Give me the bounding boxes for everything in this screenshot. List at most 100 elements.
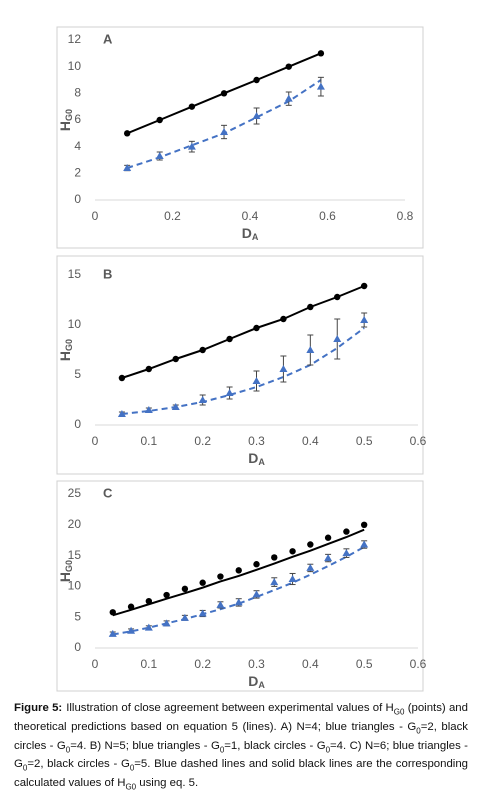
point (334, 293, 341, 301)
point (360, 521, 368, 528)
point (198, 609, 207, 617)
x-tick-label: 0.5 (356, 434, 373, 448)
y-tick-label: 0 (74, 192, 81, 206)
point (252, 590, 261, 598)
panel-frame (56, 255, 424, 475)
y-title-main: H (57, 351, 73, 361)
point (306, 346, 315, 353)
point (316, 82, 325, 90)
point (253, 76, 260, 84)
point (285, 63, 292, 70)
caption-subscript: G0 (125, 782, 137, 792)
caption-subscript: 0 (219, 744, 225, 754)
caption-text: =2, black circles - G (27, 758, 130, 771)
y-tick-label: 10 (68, 317, 82, 331)
point (360, 316, 369, 323)
y-title-sub: G0 (64, 339, 74, 351)
point (145, 597, 153, 605)
point (198, 396, 207, 403)
y-tick-label: 12 (68, 32, 82, 46)
y-tick-label: 15 (68, 548, 82, 562)
panel-frame (56, 26, 424, 249)
point (163, 591, 170, 599)
point (288, 575, 297, 583)
point (172, 355, 179, 363)
x-tick-label: 0.3 (248, 657, 265, 671)
caption-subscript: 0 (325, 744, 331, 754)
x-tick-label: 0.6 (410, 434, 427, 448)
y-tick-label: 0 (74, 417, 81, 431)
x-tick-label: 0.4 (302, 657, 319, 671)
caption-text: =5. Blue dashed lines and solid black li… (14, 758, 468, 790)
y-tick-label: 8 (74, 86, 81, 100)
x-tick-label: 0.8 (397, 209, 414, 223)
point (181, 585, 189, 593)
x-tick-label: 0.2 (194, 657, 211, 671)
point (306, 563, 315, 571)
point (253, 324, 260, 332)
x-axis-title: DA (248, 673, 265, 691)
x-axis-title: DA (248, 450, 265, 468)
point (199, 579, 206, 586)
x-tick-label: 0.6 (410, 657, 427, 671)
point (123, 130, 131, 137)
point (252, 112, 261, 119)
point (156, 116, 163, 124)
point (234, 598, 243, 606)
point (188, 103, 196, 110)
point (108, 629, 117, 637)
fit-line (121, 285, 365, 379)
y-tick-label: 5 (74, 367, 81, 381)
y-tick-label: 25 (68, 486, 82, 500)
y-tick-label: 0 (74, 640, 81, 654)
x-title-main: D (248, 673, 258, 689)
point (144, 623, 153, 631)
x-title-main: D (242, 225, 252, 241)
y-tick-label: 5 (74, 609, 81, 623)
point (225, 389, 234, 396)
panel-letter: B (103, 266, 112, 281)
point (324, 554, 333, 562)
y-tick-label: 6 (74, 112, 81, 126)
y-axis-title: HG0 (57, 560, 75, 582)
point (279, 365, 288, 372)
caption-subscript: 0 (65, 744, 71, 754)
point (144, 406, 153, 413)
point (360, 282, 368, 290)
y-axis-title: HG0 (57, 339, 75, 361)
point (333, 335, 342, 342)
point (220, 128, 229, 135)
x-axis-title: DA (242, 225, 259, 243)
point (220, 90, 228, 97)
caption-text: =2, black circles - G (14, 720, 468, 752)
x-tick-label: 0 (92, 434, 99, 448)
point (226, 335, 233, 343)
caption-text: =4. C) N=6; blue triangles - G (14, 739, 468, 771)
x-title-sub: A (258, 457, 265, 467)
point (307, 541, 314, 548)
point (307, 303, 314, 311)
point (216, 600, 225, 608)
x-tick-label: 0 (92, 657, 99, 671)
caption-label: Figure 5: (14, 702, 63, 714)
point (127, 603, 135, 610)
caption-text: =4. B) N=5; blue triangles - G (70, 739, 220, 752)
x-tick-label: 0.6 (319, 209, 336, 223)
y-tick-label: 15 (68, 267, 82, 281)
point (123, 164, 132, 171)
caption: Figure 5: Illustration of close agreement… (14, 701, 468, 795)
point (145, 365, 153, 373)
point (289, 548, 296, 555)
x-tick-label: 0.1 (140, 434, 157, 448)
x-tick-label: 0.1 (140, 657, 157, 671)
caption-subscript: G0 (393, 707, 405, 717)
y-tick-label: 20 (68, 517, 82, 531)
fit-line (121, 327, 365, 415)
point (360, 540, 369, 548)
x-tick-label: 0.4 (242, 209, 259, 223)
point (117, 410, 126, 417)
y-tick-label: 4 (74, 139, 81, 153)
y-axis-title: HG0 (57, 109, 75, 131)
